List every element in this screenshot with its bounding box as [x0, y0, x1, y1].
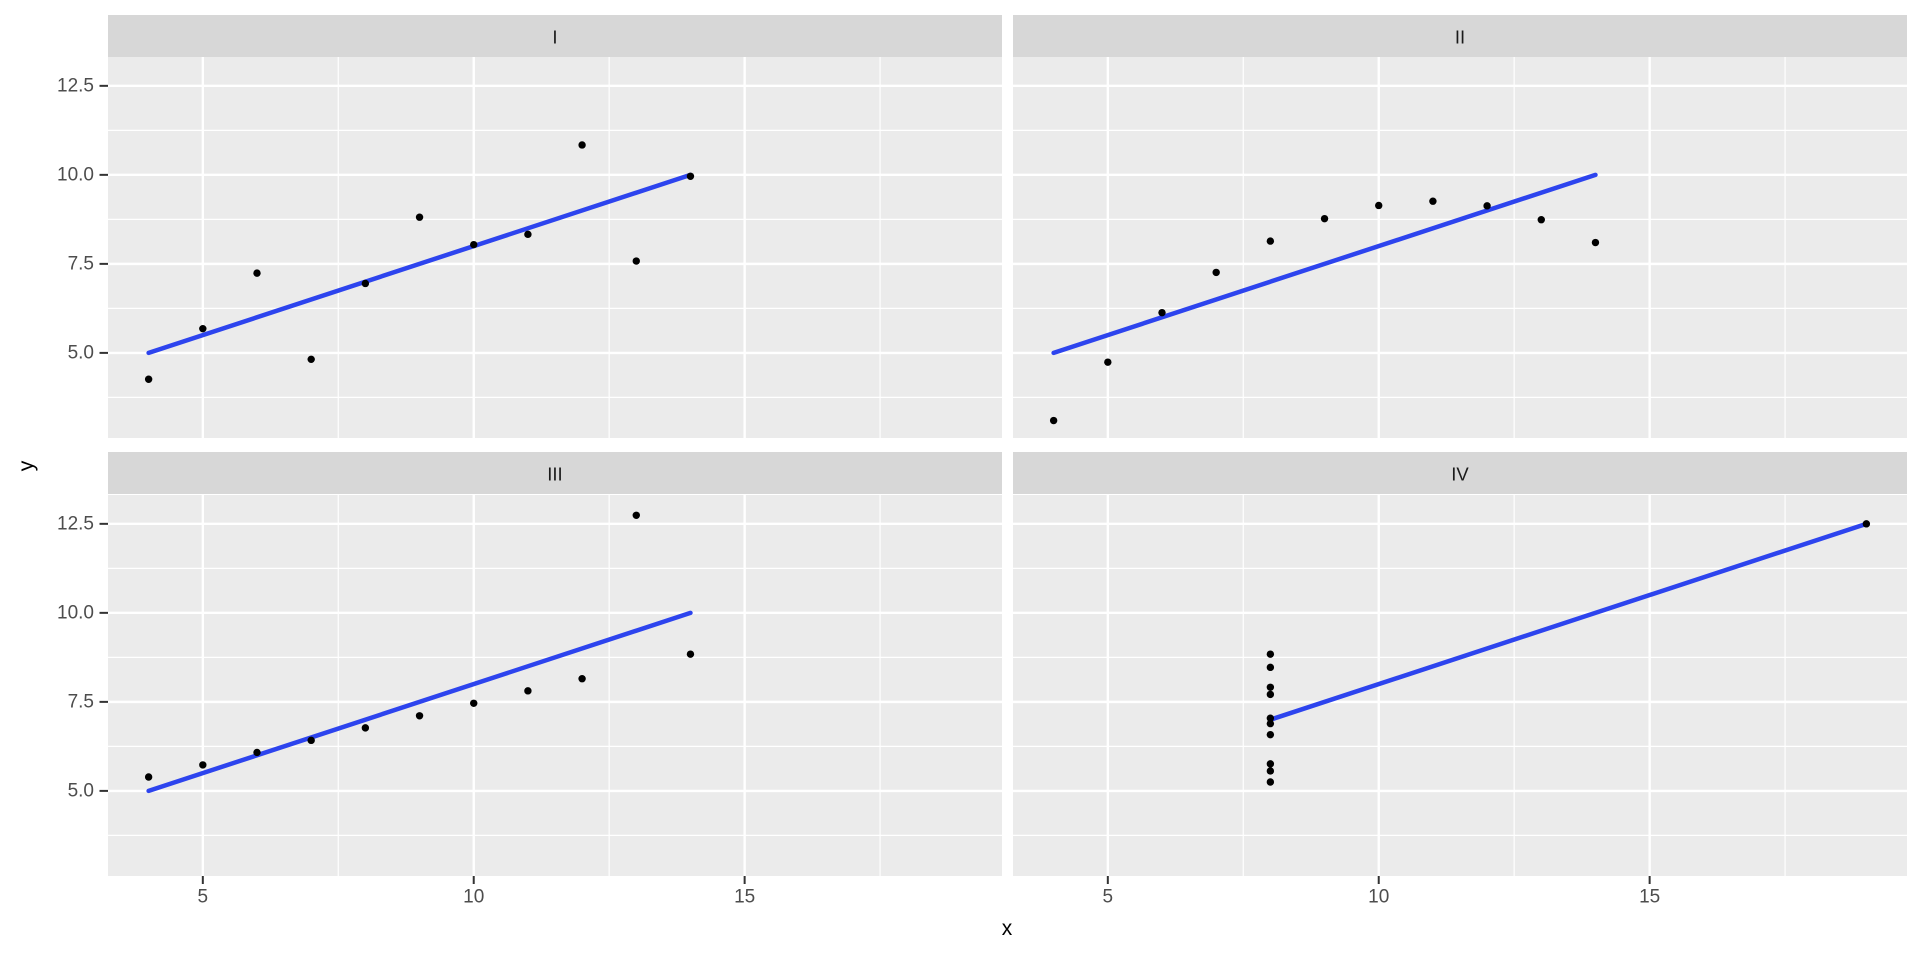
- data-point: [199, 324, 207, 333]
- data-point: [1266, 683, 1275, 691]
- data-point: [686, 172, 695, 180]
- x-axis-tick-label: 15: [734, 887, 755, 908]
- data-point: [1158, 308, 1166, 317]
- y-axis-tick-label: 7.5: [68, 253, 94, 274]
- data-point: [1266, 730, 1275, 739]
- data-point: [1266, 663, 1275, 672]
- y-axis-tick-label: 5.0: [68, 780, 94, 801]
- data-point: [1212, 268, 1220, 277]
- x-axis-tick-label: 5: [198, 887, 209, 908]
- data-point: [524, 687, 532, 695]
- data-point: [1266, 650, 1275, 658]
- facet-panel-IV: IV 5 10 15: [1013, 452, 1907, 908]
- data-point: [1320, 214, 1329, 223]
- data-point: [415, 712, 424, 720]
- facet-strip: [108, 15, 1002, 57]
- facet-strip: [108, 452, 1002, 494]
- y-axis-tick-label: 12.5: [57, 75, 94, 96]
- data-point: [1266, 760, 1275, 768]
- data-point: [470, 699, 478, 708]
- y-axis-tick-label: 12.5: [57, 513, 94, 534]
- data-point: [632, 511, 640, 519]
- facet-strip-label: II: [1455, 27, 1465, 48]
- y-axis-tick-label: 10.0: [57, 164, 94, 185]
- regression-line: [1051, 172, 1598, 356]
- data-point: [1862, 520, 1871, 528]
- data-point: [1266, 778, 1275, 786]
- regression-line: [146, 172, 693, 356]
- facet-strip: [1013, 15, 1907, 57]
- data-point: [199, 761, 207, 769]
- facet-strip: [1013, 452, 1907, 494]
- data-point: [253, 748, 261, 757]
- x-axis-title: x: [1001, 917, 1013, 940]
- data-point: [253, 269, 261, 277]
- facet-strip-label: I: [552, 27, 557, 48]
- regression-line: [146, 610, 693, 794]
- panel-background: [1013, 57, 1907, 438]
- x-axis-tick-label: 10: [463, 887, 484, 908]
- data-point: [1591, 238, 1600, 247]
- data-point: [524, 230, 532, 239]
- facet-panel-I: I 12.5 10.0 7.5 5.0: [57, 15, 1002, 438]
- panel-background: [1013, 495, 1907, 876]
- data-point: [1266, 719, 1275, 728]
- data-point: [1375, 201, 1383, 210]
- facet-panel-II: II: [1013, 15, 1907, 438]
- data-point: [1429, 197, 1437, 205]
- data-point: [1483, 202, 1491, 210]
- data-point: [578, 141, 586, 149]
- panel-background: [108, 495, 1002, 876]
- regression-line: [1268, 521, 1869, 722]
- facet-panel-III: III 5 10 15 12.5 10.0 7.5 5.0: [57, 452, 1002, 908]
- y-axis-tick-label: 5.0: [68, 342, 94, 363]
- data-point: [144, 773, 153, 781]
- data-point: [1266, 237, 1275, 245]
- data-point: [1266, 767, 1275, 775]
- data-point: [307, 355, 315, 364]
- data-point: [361, 279, 370, 288]
- x-axis-tick-label: 5: [1103, 887, 1114, 908]
- data-point: [632, 257, 640, 265]
- y-axis-title: y: [15, 460, 38, 472]
- data-point: [1266, 714, 1275, 722]
- data-point: [415, 213, 424, 221]
- data-point: [470, 240, 478, 249]
- data-point: [1049, 416, 1058, 425]
- panel-background: [108, 57, 1002, 438]
- data-point: [1266, 690, 1275, 699]
- facet-strip-label: IV: [1451, 464, 1469, 485]
- data-point: [578, 675, 586, 683]
- x-axis-tick-label: 15: [1639, 887, 1660, 908]
- data-point: [144, 375, 153, 383]
- data-point: [307, 736, 315, 745]
- data-point: [686, 650, 695, 658]
- y-axis-tick-label: 7.5: [68, 691, 94, 712]
- data-point: [1537, 216, 1545, 224]
- y-axis-tick-label: 10.0: [57, 602, 94, 623]
- x-axis-tick-label: 10: [1368, 887, 1389, 908]
- data-point: [361, 724, 370, 732]
- data-point: [1104, 358, 1112, 366]
- facet-strip-label: III: [547, 464, 562, 485]
